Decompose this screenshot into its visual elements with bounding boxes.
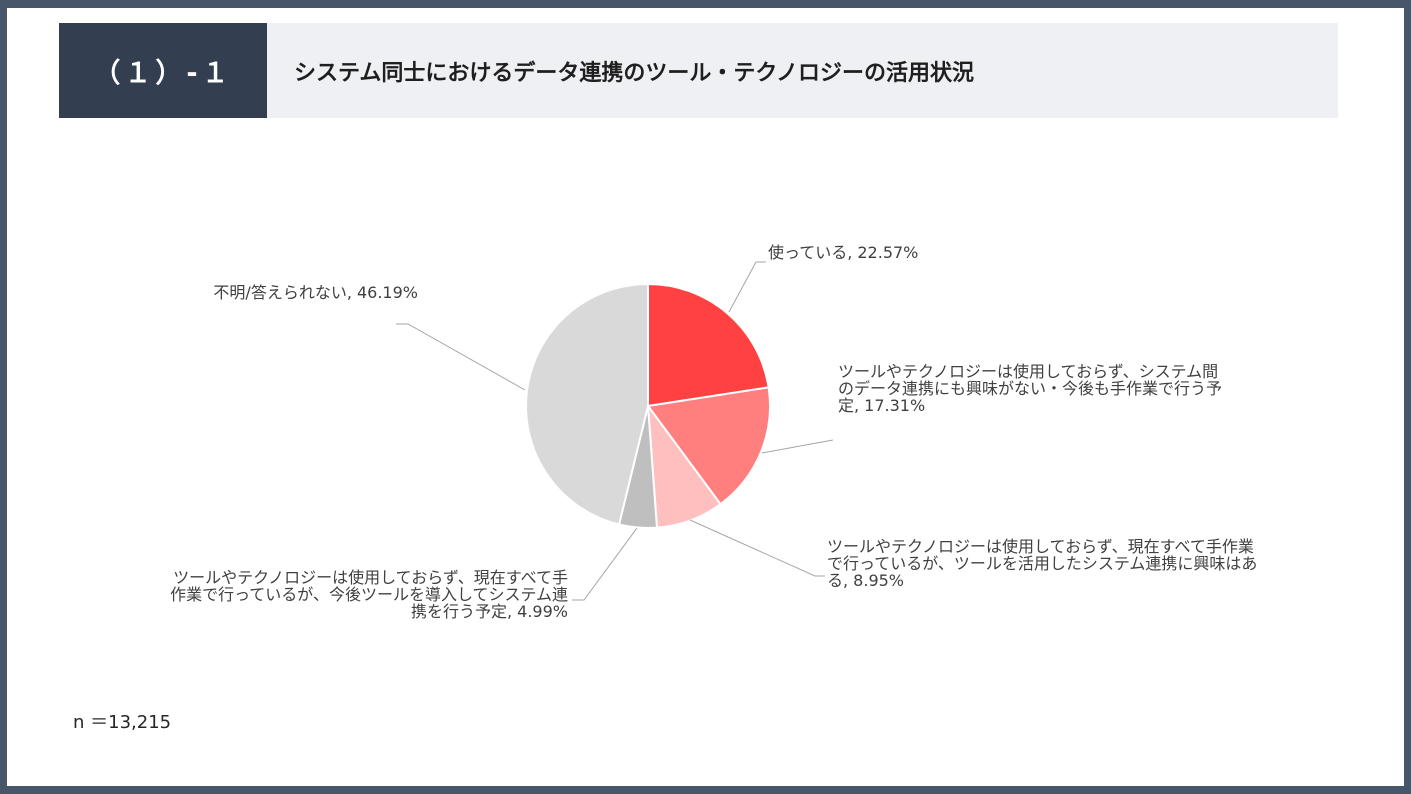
leader-line-5	[396, 323, 526, 391]
leader-lines	[396, 261, 834, 601]
data-label-1: 使っている, 22.57%	[768, 243, 918, 262]
data-label-line: のデータ連携にも興味がない・今後も手作業で行う予	[838, 379, 1222, 398]
sample-size-note: n ＝13,215	[73, 712, 172, 733]
data-label-line: 作業で行っているが、今後ツールを導入してシステム連	[170, 585, 568, 604]
pie-slice-2	[646, 386, 771, 506]
data-label-5: 不明/答えられない, 46.19%	[213, 283, 418, 302]
data-label-4: ツールやテクノロジーは使用しておらず、現在すべて手作業で行っているが、今後ツール…	[170, 568, 568, 621]
pie-slices	[525, 282, 771, 529]
data-label-2: ツールやテクノロジーは使用しておらず、システム間のデータ連携にも興味がない・今後…	[838, 362, 1222, 415]
data-label-line: ツールやテクノロジーは使用しておらず、現在すべて手作業	[827, 537, 1254, 556]
data-label-line: ツールやテクノロジーは使用しておらず、システム間	[838, 362, 1218, 381]
data-label-3: ツールやテクノロジーは使用しておらず、現在すべて手作業で行っているが、ツールを活…	[827, 537, 1257, 590]
data-label-line: 携を行う予定, 4.99%	[411, 602, 568, 621]
data-label-line: で行っているが、ツールを活用したシステム連携に興味はあ	[827, 554, 1257, 573]
leader-line-4	[572, 527, 638, 601]
pie-slice-1	[647, 282, 770, 408]
data-label-line: ツールやテクノロジーは使用しておらず、現在すべて手	[173, 568, 568, 587]
pie-slice-5	[525, 282, 649, 526]
leader-line-3	[689, 519, 825, 577]
header-bar: （１）-１ システム同士におけるデータ連携のツール・テクノロジーの活用状況	[59, 23, 1338, 118]
leader-line-1	[728, 261, 766, 313]
page-title: システム同士におけるデータ連携のツール・テクノロジーの活用状況	[294, 60, 975, 86]
data-label-line: 定, 17.31%	[838, 396, 925, 415]
data-labels: 使っている, 22.57% ツールやテクノロジーは使用しておらず、システム間のデー…	[170, 243, 1257, 621]
leader-line-2	[761, 439, 834, 454]
data-label-line: 不明/答えられない, 46.19%	[213, 283, 418, 302]
data-label-line: 使っている, 22.57%	[768, 243, 918, 262]
section-number-badge: （１）-１	[59, 23, 267, 118]
data-label-line: る, 8.95%	[827, 571, 904, 590]
